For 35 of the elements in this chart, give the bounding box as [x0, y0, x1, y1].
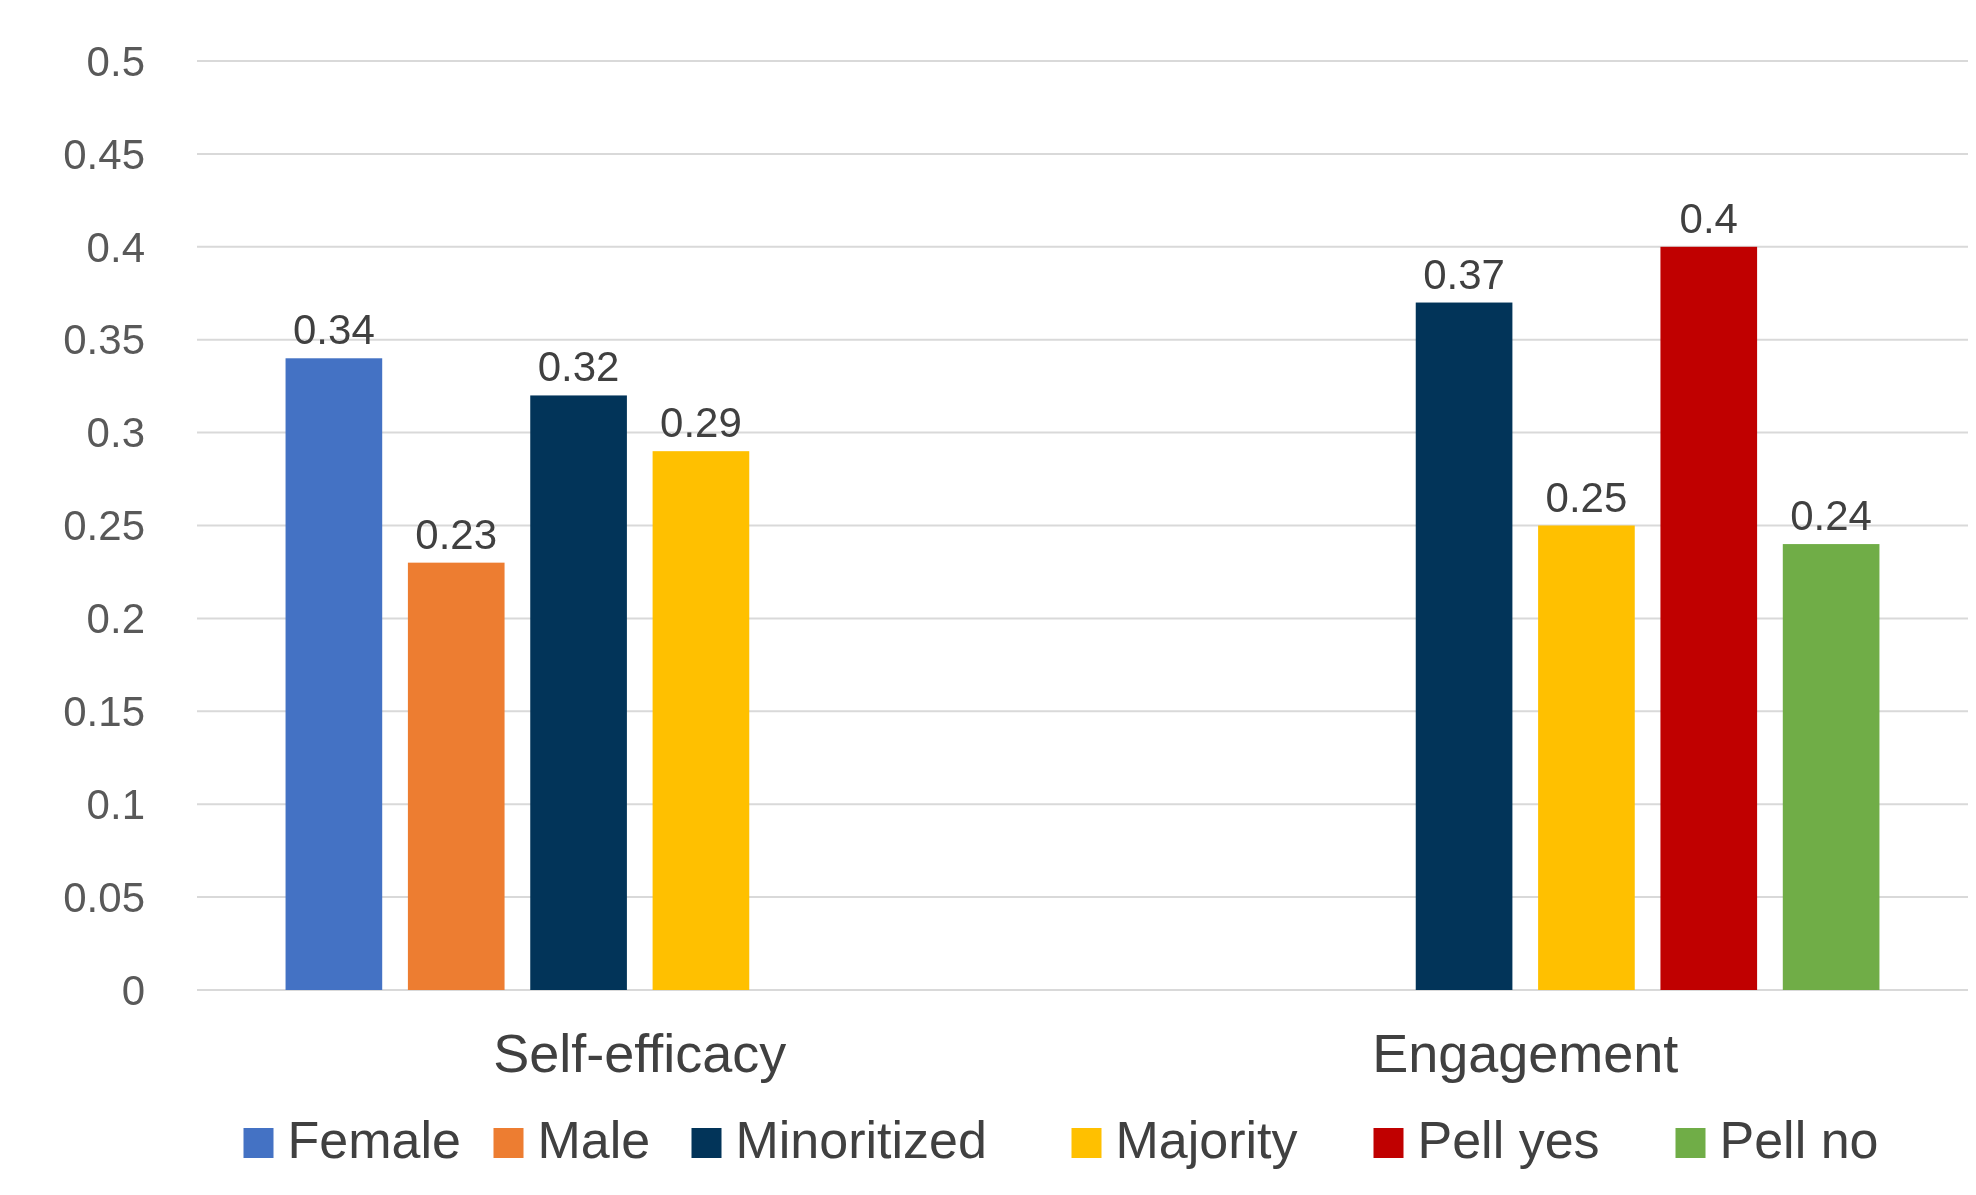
y-tick-label: 0.25: [63, 502, 145, 550]
y-tick-label: 0.1: [86, 780, 145, 828]
data-label: 0.25: [1545, 473, 1628, 521]
y-tick-label: 0.4: [86, 223, 145, 271]
legend-label: Male: [537, 1111, 651, 1169]
x-tick-label: Self-efficacy: [493, 1023, 787, 1083]
y-tick-label: 0.2: [86, 595, 145, 643]
data-label: 0.24: [1790, 492, 1872, 540]
data-label: 0.29: [660, 399, 742, 447]
bar: [1415, 302, 1513, 990]
data-label: 0.34: [293, 306, 375, 354]
legend-label: Pell yes: [1417, 1111, 1600, 1169]
legend-label: Pell no: [1719, 1111, 1879, 1169]
legend-label: Majority: [1115, 1111, 1298, 1169]
y-tick-label: 0.45: [63, 130, 145, 178]
y-tick-label: 0.3: [86, 409, 145, 457]
y-tick-label: 0: [121, 966, 145, 1014]
y-tick-label: 0.35: [63, 316, 145, 364]
y-tick-label: 0.15: [63, 688, 145, 735]
bar: [285, 358, 383, 990]
bar: [407, 562, 505, 990]
data-label: 0.4: [1679, 194, 1738, 242]
legend-label: Female: [287, 1111, 461, 1169]
x-tick-label: Engagement: [1372, 1023, 1679, 1083]
bar: [1782, 544, 1880, 990]
data-label: 0.23: [415, 510, 498, 558]
y-tick-label: 0.05: [63, 873, 145, 921]
legend-label: Minoritized: [735, 1111, 987, 1169]
bar: [652, 451, 750, 990]
bar: [1538, 525, 1635, 990]
bar: [530, 395, 627, 990]
bar: [1660, 246, 1758, 990]
data-label: 0.37: [1423, 250, 1505, 298]
y-tick-label: 0.5: [86, 37, 145, 85]
data-label: 0.32: [537, 343, 620, 391]
